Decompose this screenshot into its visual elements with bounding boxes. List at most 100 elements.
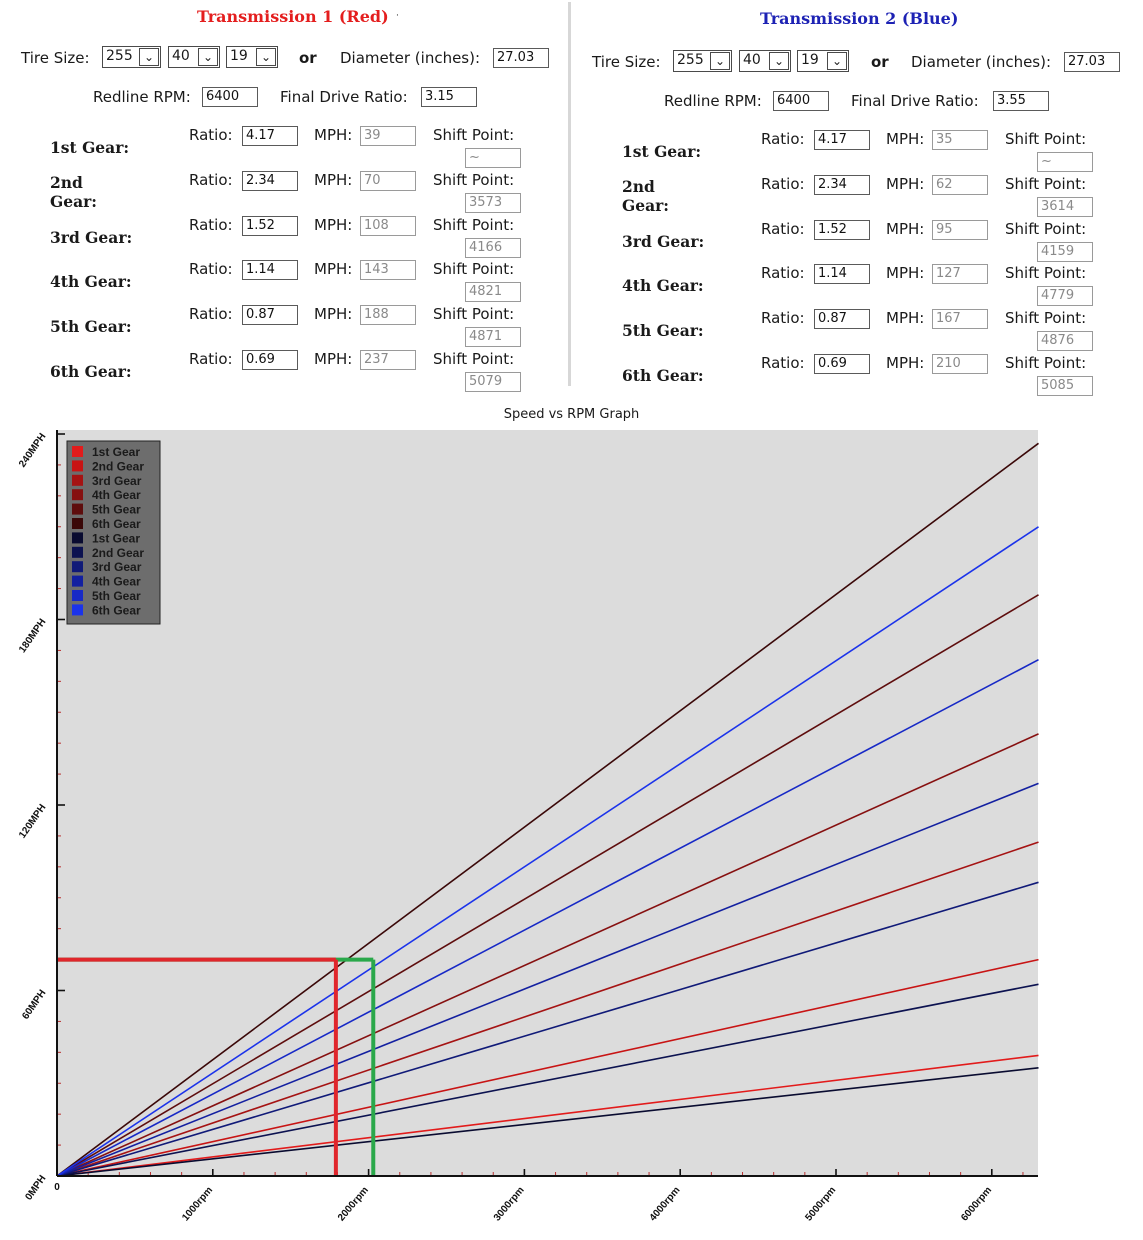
shift-point-output: 3614 [1037, 196, 1093, 217]
y-tick-label: 240MPH [17, 431, 48, 469]
shift-point-output: 4166 [465, 237, 521, 258]
legend-swatch [72, 604, 83, 616]
mph-output: 95 [932, 219, 988, 240]
x-tick-label: 5000rpm [803, 1185, 838, 1224]
ratio-input[interactable]: 0.87 [814, 309, 870, 330]
shift-point-label: Shift Point: [433, 305, 515, 324]
or-label: or [871, 53, 889, 71]
mph-label: MPH: [886, 219, 925, 238]
mph-output: 62 [932, 174, 988, 195]
redline-label: Redline RPM: [93, 88, 191, 106]
mph-output: 237 [360, 350, 416, 370]
chevron-down-icon: ⌄ [769, 52, 789, 70]
series-line-5 [56, 594, 1039, 1177]
chevron-down-icon: ⌄ [256, 48, 276, 66]
tire-rim-select[interactable]: 19 ⌄ [797, 50, 849, 72]
ratio-input[interactable]: 1.14 [242, 260, 298, 281]
legend-label: 2nd Gear [92, 546, 144, 560]
chevron-down-icon: ⌄ [710, 52, 730, 70]
series-line-3 [56, 841, 1039, 1177]
gear-label-text: 5th Gear: [622, 321, 704, 341]
gear-label-text: 4th Gear: [50, 272, 132, 292]
ratio-label: Ratio: [189, 215, 233, 234]
shift-point-label: Shift Point: [433, 350, 515, 368]
ratio-label: Ratio: [761, 219, 805, 238]
ratio-label: Ratio: [189, 305, 233, 324]
x-tick-label: 3000rpm [492, 1185, 527, 1224]
mph-label: MPH: [886, 264, 925, 283]
shift-point-label: Shift Point: [1005, 264, 1087, 283]
ratio-input[interactable]: 1.52 [242, 215, 298, 236]
legend-swatch [72, 518, 83, 529]
x-tick-label: 6000rpm [959, 1185, 994, 1224]
shift-point-output: 4871 [465, 327, 521, 348]
ratio-label: Ratio: [189, 126, 233, 144]
mph-output: 39 [360, 126, 416, 146]
shift-point-label: Shift Point: [433, 215, 515, 234]
plot-area [57, 430, 1038, 1176]
ratio-input[interactable]: 0.87 [242, 305, 298, 326]
ratio-input[interactable]: 0.69 [242, 350, 298, 370]
ratio-input[interactable]: 1.14 [814, 264, 870, 285]
speed-rpm-chart: 0 1000rpm 2000rpm 3000rpm 4000rpm 5000rpm 6000… [17, 430, 1039, 1224]
legend-swatch [72, 590, 83, 601]
tire-aspect-value: 40 [172, 48, 190, 64]
series-line-10 [56, 782, 1039, 1177]
ratio-label: Ratio: [761, 354, 805, 372]
ratio-input[interactable]: 4.17 [814, 130, 870, 150]
gear-label-part: Gear: [622, 195, 670, 215]
x-tick-label: 1000rpm [180, 1185, 215, 1224]
y-tick-label: 180MPH [17, 617, 48, 655]
series-line-7 [56, 1067, 1039, 1177]
final-drive-input[interactable]: 3.15 [421, 87, 477, 107]
ratio-label: Ratio: [761, 264, 805, 283]
or-label: or [299, 49, 317, 67]
shift-point-output: 4779 [1037, 286, 1093, 307]
ratio-input[interactable]: 0.69 [814, 354, 870, 374]
legend-swatch [72, 575, 83, 587]
legend-swatch [72, 503, 83, 515]
tire-width-select[interactable]: 255 ⌄ [673, 50, 732, 72]
mph-label: MPH: [886, 354, 925, 372]
mph-label: MPH: [886, 309, 925, 328]
legend-label: 4th Gear [92, 575, 141, 589]
redline-input[interactable]: 6400 [202, 87, 258, 107]
gear-label-part: Gear: [50, 191, 98, 211]
mph-output: 167 [932, 309, 988, 330]
shift-point-output: 4876 [1037, 331, 1093, 352]
series-line-12 [56, 526, 1039, 1177]
redline-input[interactable]: 6400 [773, 91, 829, 111]
mph-output: 210 [932, 354, 988, 374]
tire-rim-value: 19 [230, 48, 248, 64]
ratio-label: Ratio: [761, 130, 805, 148]
legend-label: 5th Gear [92, 503, 141, 517]
legend-label: 3rd Gear [92, 474, 142, 488]
final-drive-label: Final Drive Ratio: [851, 92, 979, 110]
mph-output: 143 [360, 260, 416, 281]
shift-point-label: Shift Point: [433, 260, 515, 279]
ratio-input[interactable]: 2.34 [242, 170, 298, 191]
diameter-input[interactable]: 27.03 [493, 48, 549, 68]
mph-label: MPH: [314, 350, 353, 368]
ratio-input[interactable]: 4.17 [242, 126, 298, 146]
gear-label: 1st Gear: [50, 138, 129, 157]
shift-point-label: Shift Point: [433, 126, 515, 144]
ratio-input[interactable]: 1.52 [814, 219, 870, 240]
legend-swatch [72, 532, 83, 544]
tire-rim-select[interactable]: 19 ⌄ [226, 46, 278, 68]
legend-swatch [72, 474, 83, 486]
shift-point-label: Shift Point: [1005, 219, 1087, 238]
ratio-input[interactable]: 2.34 [814, 174, 870, 195]
ratio-label: Ratio: [189, 260, 233, 279]
panel-divider [568, 2, 571, 386]
tire-aspect-select[interactable]: 40 ⌄ [739, 50, 791, 72]
tire-aspect-select[interactable]: 40 ⌄ [168, 46, 220, 68]
legend-label: 6th Gear [92, 603, 141, 617]
legend-label: 1st Gear [92, 531, 140, 545]
diameter-input[interactable]: 27.03 [1064, 52, 1120, 72]
final-drive-input[interactable]: 3.55 [993, 91, 1049, 111]
tire-width-select[interactable]: 255 ⌄ [102, 46, 161, 68]
legend-label: 4th Gear [92, 488, 141, 502]
chevron-down-icon: ⌄ [198, 48, 218, 66]
legend-swatch [72, 561, 83, 573]
